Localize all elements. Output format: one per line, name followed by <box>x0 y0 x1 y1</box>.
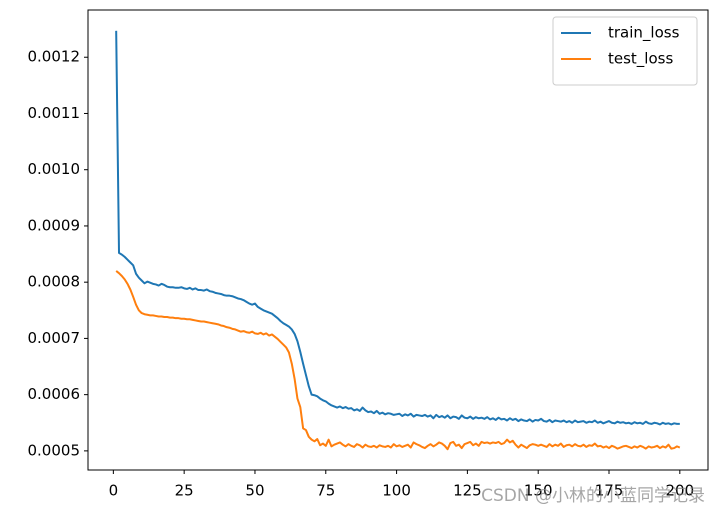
y-tick-label: 0.0010 <box>28 160 81 178</box>
x-tick-label: 175 <box>595 482 624 500</box>
line-series <box>115 270 681 451</box>
legend-label: train_loss <box>608 24 680 43</box>
legend-label: test_loss <box>608 50 673 69</box>
watermark: CSDN @小林的小蓝同学记录 <box>481 486 705 506</box>
x-tick-label: 100 <box>382 482 411 500</box>
line-series <box>115 30 680 426</box>
y-tick-label: 0.0006 <box>28 385 81 403</box>
x-tick-label: 50 <box>245 482 264 500</box>
y-tick-label: 0.0012 <box>28 48 81 66</box>
plot-frame <box>87 9 709 471</box>
x-tick-label: 150 <box>524 482 553 500</box>
y-tick-label: 0.0011 <box>28 104 81 122</box>
x-tick-label: 125 <box>453 482 482 500</box>
x-tick-label: 25 <box>175 482 194 500</box>
y-tick-label: 0.0005 <box>28 441 81 459</box>
y-tick-label: 0.0007 <box>28 329 81 347</box>
x-tick-label: 75 <box>316 482 335 500</box>
x-tick-label: 0 <box>109 482 119 500</box>
x-tick-label: 200 <box>665 482 694 500</box>
y-tick-label: 0.0008 <box>28 273 81 291</box>
y-tick-label: 0.0009 <box>28 216 81 234</box>
